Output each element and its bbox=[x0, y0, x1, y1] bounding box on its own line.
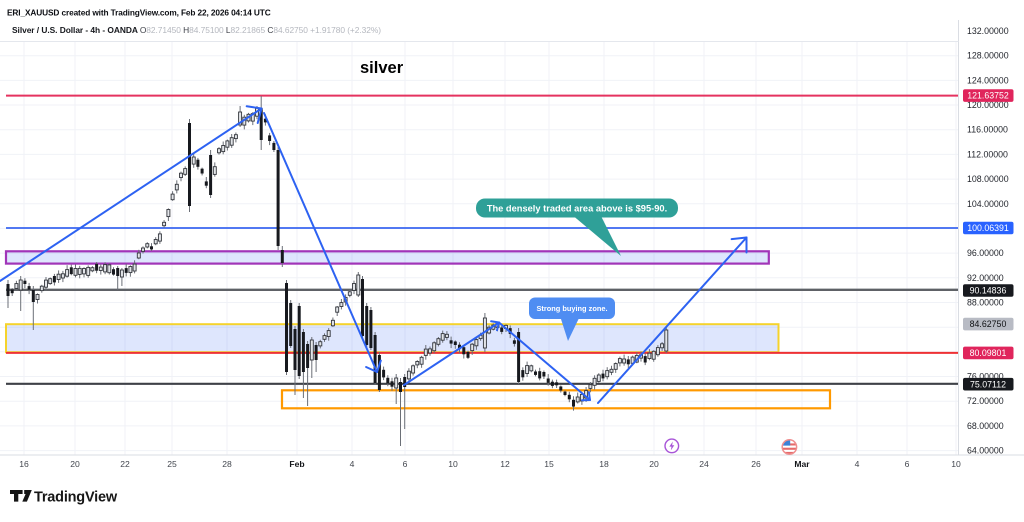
svg-text:72.00000: 72.00000 bbox=[967, 396, 1004, 406]
svg-text:4: 4 bbox=[855, 459, 860, 469]
svg-text:80.09801: 80.09801 bbox=[970, 348, 1007, 358]
svg-text:10: 10 bbox=[448, 459, 458, 469]
svg-text:90.14836: 90.14836 bbox=[970, 286, 1007, 296]
svg-text:132.00000: 132.00000 bbox=[967, 26, 1009, 36]
svg-text:116.00000: 116.00000 bbox=[967, 125, 1008, 135]
svg-text:TradingView: TradingView bbox=[34, 490, 118, 506]
svg-text:26: 26 bbox=[751, 459, 761, 469]
svg-text:20: 20 bbox=[649, 459, 659, 469]
svg-text:28: 28 bbox=[222, 459, 232, 469]
svg-text:Silver / U.S. Dollar - 4h - OA: Silver / U.S. Dollar - 4h - OANDA O82.71… bbox=[12, 25, 381, 35]
svg-text:25: 25 bbox=[167, 459, 177, 469]
svg-text:The densely traded area above: The densely traded area above is $95-90. bbox=[487, 204, 667, 214]
svg-text:104.00000: 104.00000 bbox=[967, 199, 1009, 209]
svg-text:112.00000: 112.00000 bbox=[967, 149, 1008, 159]
svg-text:96.00000: 96.00000 bbox=[967, 248, 1004, 258]
svg-text:121.63752: 121.63752 bbox=[967, 91, 1009, 101]
svg-text:24: 24 bbox=[699, 459, 709, 469]
svg-text:108.00000: 108.00000 bbox=[967, 174, 1009, 184]
svg-text:18: 18 bbox=[599, 459, 609, 469]
svg-text:22: 22 bbox=[120, 459, 130, 469]
svg-text:6: 6 bbox=[905, 459, 910, 469]
svg-text:Feb: Feb bbox=[289, 459, 304, 469]
svg-text:Mar: Mar bbox=[794, 459, 810, 469]
svg-text:4: 4 bbox=[350, 459, 355, 469]
svg-text:64.00000: 64.00000 bbox=[967, 446, 1004, 456]
svg-text:10: 10 bbox=[951, 459, 961, 469]
svg-text:15: 15 bbox=[544, 459, 554, 469]
svg-text:16: 16 bbox=[19, 459, 29, 469]
svg-text:Strong buying zone.: Strong buying zone. bbox=[536, 304, 607, 313]
svg-text:20: 20 bbox=[70, 459, 80, 469]
svg-text:124.00000: 124.00000 bbox=[967, 75, 1009, 85]
svg-text:92.00000: 92.00000 bbox=[967, 273, 1004, 283]
svg-text:88.00000: 88.00000 bbox=[967, 298, 1004, 308]
svg-text:84.62750: 84.62750 bbox=[970, 319, 1007, 329]
svg-text:6: 6 bbox=[403, 459, 408, 469]
svg-text:silver: silver bbox=[360, 59, 404, 77]
svg-text:ERI_XAUUSD created with Tradin: ERI_XAUUSD created with TradingView.com,… bbox=[7, 8, 271, 18]
svg-text:75.07112: 75.07112 bbox=[970, 379, 1006, 389]
svg-text:68.00000: 68.00000 bbox=[967, 421, 1004, 431]
svg-text:128.00000: 128.00000 bbox=[967, 51, 1009, 61]
svg-text:100.06391: 100.06391 bbox=[967, 223, 1009, 233]
svg-text:12: 12 bbox=[500, 459, 510, 469]
